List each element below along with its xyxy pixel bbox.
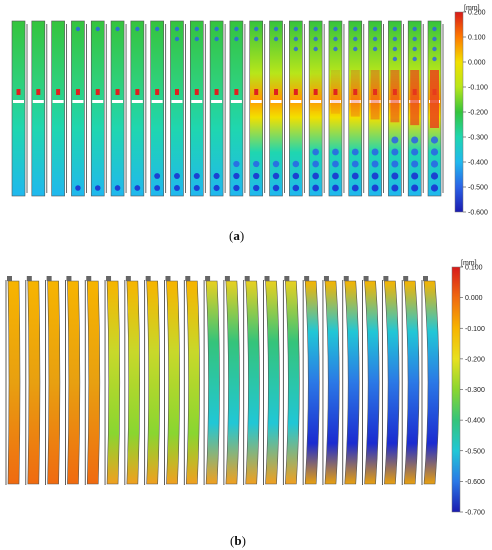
- specimen-a: [229, 20, 246, 197]
- specimen-a: [170, 20, 186, 197]
- panel-b-specimens: [5, 276, 440, 485]
- specimen-a: [249, 20, 266, 197]
- panel-a-scale-tick-label: -0.400: [468, 160, 488, 167]
- specimen-b: [362, 276, 380, 485]
- specimen-a: [130, 20, 147, 197]
- specimen-b: [263, 276, 280, 485]
- panel-a-scale-tick-label: -0.300: [468, 135, 488, 142]
- panel-b-scale-tick-label: -0.500: [465, 448, 485, 455]
- specimen-a: [51, 20, 68, 197]
- specimen-b: [302, 276, 320, 485]
- specimen-b: [421, 276, 440, 485]
- panel-a-scale-tick-label: -0.100: [468, 85, 488, 92]
- specimen-b: [164, 276, 180, 485]
- specimen-a: [150, 20, 167, 197]
- specimen-a: [189, 20, 206, 197]
- panel-a-scale-bar: [454, 11, 464, 213]
- panel-a-scale-tick-label: 0.000: [468, 60, 486, 67]
- specimen-b: [104, 276, 121, 485]
- specimen-b: [25, 276, 41, 485]
- specimen-a: [348, 20, 365, 197]
- panel-b-scale-tick-label: -0.300: [465, 387, 485, 394]
- panel-b-scale-bar: [451, 266, 461, 513]
- panel-b-color-scale: [mm]0.100 0.000 -0.100 -0.200 -0.300 -0.400 -0…: [451, 260, 485, 517]
- specimen-b: [45, 276, 61, 485]
- panel-b-scale-tick-label: -0.400: [465, 418, 485, 425]
- specimen-a: [368, 20, 384, 197]
- panel-b-scale-tick-label: -0.700: [465, 510, 485, 517]
- specimen-b: [183, 276, 200, 485]
- panel-b-scale-tick-label: -0.100: [465, 326, 485, 333]
- specimen-a: [388, 20, 404, 197]
- panel-b-scale-tick-label: 0.100: [465, 265, 483, 272]
- specimen-a: [90, 20, 107, 197]
- specimen-a: [31, 20, 48, 197]
- specimen-b: [322, 276, 340, 485]
- specimen-a: [427, 20, 444, 197]
- specimen-b: [203, 276, 220, 485]
- specimen-a: [11, 20, 28, 197]
- panel-b-scale-unit: [mm]: [461, 260, 477, 267]
- specimen-b: [5, 276, 21, 485]
- specimen-b: [84, 276, 101, 485]
- specimen-a: [110, 20, 127, 197]
- panel-a-scale-tick-label: -0.500: [468, 185, 488, 192]
- caption-a: (a): [229, 228, 245, 243]
- specimen-a: [289, 20, 305, 197]
- specimen-b: [124, 276, 141, 485]
- panel-a: [mm] 0.200 0.100 0.000 -0.100 -0.200 -0.300 -0.…: [0, 0, 492, 243]
- panel-a-specimens: [11, 20, 444, 197]
- specimen-b: [401, 276, 420, 485]
- panel-b-scale-tick-label: -0.600: [465, 479, 485, 486]
- panel-a-color-scale: [mm]0.200 0.100 0.000 -0.100 -0.200 -0.300 -0.…: [454, 5, 488, 217]
- specimen-a: [308, 20, 325, 197]
- specimen-a: [407, 20, 424, 197]
- specimen-b: [282, 276, 300, 485]
- panel-a-scale-unit: [mm]: [464, 5, 480, 12]
- specimen-a: [71, 20, 87, 197]
- specimen-a: [209, 20, 226, 197]
- specimen-b: [144, 276, 160, 485]
- panel-a-scale-tick-label: -0.200: [468, 110, 488, 117]
- specimen-b: [381, 276, 400, 485]
- panel-b-scale-tick-label: 0.000: [465, 295, 483, 302]
- specimen-a: [269, 20, 285, 197]
- panel-b-deviation-map: [mm]0.100 0.000 -0.100 -0.200 -0.300 -0.400 -0…: [5, 260, 485, 517]
- panel-b: [mm] 0.100 0.000 -0.100 -0.200 -0.300 -0.400 -0…: [0, 255, 492, 550]
- panel-a-scale-tick-label: 0.100: [468, 35, 486, 42]
- specimen-b: [223, 276, 240, 485]
- specimen-a: [328, 20, 345, 197]
- panel-b-scale-tick-label: -0.200: [465, 356, 485, 363]
- panel-a-scale-tick-label: 0.200: [468, 10, 486, 17]
- caption-b: (b): [230, 533, 246, 548]
- panel-a-scale-tick-label: -0.600: [468, 210, 488, 217]
- specimen-b: [342, 276, 360, 485]
- specimen-b: [65, 276, 81, 485]
- specimen-b: [243, 276, 260, 485]
- panel-a-deviation-map: [mm]0.200 0.100 0.000 -0.100 -0.200 -0.300 -0.…: [11, 5, 488, 217]
